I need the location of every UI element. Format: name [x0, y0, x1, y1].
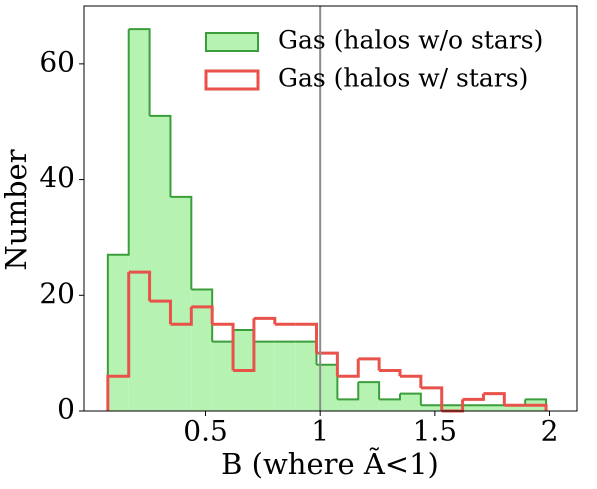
bar: [170, 196, 192, 411]
bar-outline: [212, 322, 235, 371]
bar: [337, 399, 359, 411]
bar-outline: [128, 270, 152, 302]
bar: [107, 254, 129, 411]
legend-swatch: [205, 32, 259, 52]
bar-outline: [149, 299, 172, 325]
bar-outline: [253, 316, 277, 325]
bar-outline: [233, 318, 256, 372]
bar: [191, 289, 213, 411]
bar-outline: [379, 369, 402, 377]
bar-outline: [379, 393, 401, 401]
bar: [462, 405, 484, 411]
bar-outline: [170, 195, 193, 290]
bar-outline: [106, 272, 131, 411]
bar-outline: [337, 382, 360, 401]
legend-swatch: [204, 69, 260, 91]
bar: [212, 341, 234, 411]
bar-outline: [128, 28, 151, 116]
bar-outline: [106, 29, 130, 411]
bar: [420, 405, 442, 411]
y-axis-label: Number: [0, 149, 33, 270]
bar-outline: [358, 357, 381, 371]
bar: [295, 341, 317, 411]
y-tick-label: 0: [57, 393, 75, 426]
x-tick-label: 0.5: [183, 415, 228, 448]
y-tick-label: 20: [39, 277, 75, 310]
x-tick-label: 1: [311, 415, 329, 448]
bar: [316, 364, 338, 411]
y-tick-label: 60: [39, 45, 75, 78]
bar: [504, 405, 526, 411]
bar-outline: [149, 114, 172, 197]
bar: [149, 115, 171, 411]
bar-outline: [420, 386, 444, 411]
bar-outline: [337, 358, 360, 378]
bar: [253, 341, 275, 411]
bar: [441, 405, 463, 411]
bar-outline: [316, 351, 339, 377]
bar-outline: [399, 392, 422, 406]
x-axis-label: B (where Ã<1): [221, 446, 439, 481]
bar: [379, 399, 400, 411]
bar: [128, 29, 150, 412]
bar-outline: [295, 322, 319, 354]
plot-frame: [83, 5, 578, 412]
bar-outline: [399, 374, 423, 388]
legend-label: Gas (halos w/ stars): [278, 64, 528, 93]
bar-outline: [483, 392, 506, 406]
y-tick-label: 40: [39, 161, 75, 194]
bar-outline: [358, 381, 381, 400]
x-tick-label: 1.5: [413, 415, 458, 448]
bar-outline: [191, 305, 214, 325]
bar: [483, 405, 505, 411]
bar-outline: [170, 306, 193, 326]
bar: [399, 393, 421, 411]
legend-label: Gas (halos w/o stars): [278, 26, 543, 55]
bar: [358, 382, 380, 411]
bar-outline: [525, 403, 548, 411]
bar-outline: [462, 393, 485, 401]
bar: [274, 341, 296, 411]
bar-outline: [212, 330, 235, 343]
x-tick-label: 2: [541, 415, 559, 448]
